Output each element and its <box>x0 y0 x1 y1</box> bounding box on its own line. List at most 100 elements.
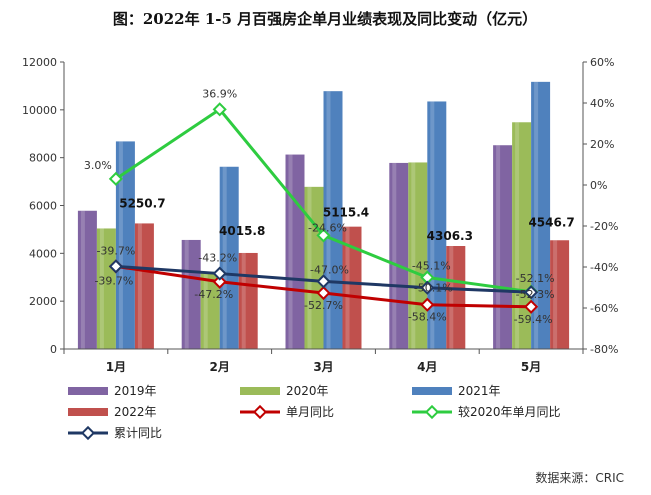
legend-label: 2019年 <box>114 384 157 398</box>
data-label-累计同比: -39.7% <box>96 244 135 257</box>
bar-highlight <box>203 271 208 349</box>
legend-label: 较2020年单月同比 <box>458 404 561 419</box>
legend-marker <box>424 404 440 420</box>
legend-item: 较2020年单月同比 <box>412 404 561 420</box>
bar-highlight <box>99 228 104 349</box>
data-label-较2020年单月同比: 3.0% <box>84 159 112 172</box>
legend-label: 2020年 <box>286 384 329 398</box>
y2-tick-label: -80% <box>590 343 618 356</box>
legend-item: 单月同比 <box>240 404 334 420</box>
bar-highlight <box>184 239 189 349</box>
legend-item: 累计同比 <box>68 425 162 441</box>
marker-单月同比-2月 <box>212 274 227 289</box>
bar-highlight <box>307 186 312 349</box>
data-label-累计同比: -50.1% <box>414 282 453 295</box>
bar-2019年-1月 <box>77 210 97 349</box>
bar-2021年-1月 <box>115 141 135 349</box>
y-tick-label: 2000 <box>29 295 57 308</box>
bar-2022年-3月 <box>342 226 362 349</box>
y-tick-label: 8000 <box>29 152 57 165</box>
marker-较2020年单月同比-1月 <box>108 171 123 186</box>
legend-swatch <box>240 387 280 395</box>
bar-highlight <box>241 252 246 349</box>
data-label-累计同比: -47.0% <box>310 263 349 276</box>
y-tick-label: 6000 <box>29 200 57 213</box>
legend-marker <box>252 404 268 420</box>
y-tick-label: 4000 <box>29 247 57 260</box>
data-label-累计同比: -52.3% <box>516 288 555 301</box>
bar-2019年-3月 <box>285 154 305 349</box>
bar-highlight <box>496 145 501 349</box>
legend-swatch <box>68 408 108 416</box>
legend-swatch <box>68 387 108 395</box>
y2-tick-label: 20% <box>590 138 614 151</box>
bar-highlight <box>553 240 558 349</box>
bar-highlight <box>515 122 520 350</box>
marker-单月同比-3月 <box>316 285 331 301</box>
bar-2021年-2月 <box>219 166 239 349</box>
marker-累计同比-4月 <box>420 280 435 295</box>
bar-highlight <box>345 226 350 349</box>
marker-累计同比-1月 <box>108 259 123 274</box>
bar-highlight <box>288 154 293 349</box>
y2-tick-label: 60% <box>590 56 614 69</box>
bar-2021年-5月 <box>531 81 551 349</box>
x-tick-label: 2月 <box>210 360 230 374</box>
y2-tick-label: 40% <box>590 97 614 110</box>
bar-highlight <box>222 166 227 349</box>
value-label-2022: 5250.7 <box>119 196 165 210</box>
marker-较2020年单月同比-3月 <box>316 228 331 243</box>
data-label-单月同比: -59.4% <box>514 313 553 326</box>
legend-label: 2022年 <box>114 405 157 419</box>
legend-label: 2021年 <box>458 384 501 398</box>
data-label-较2020年单月同比: -52.1% <box>516 272 555 285</box>
data-label-较2020年单月同比: -24.6% <box>308 221 347 234</box>
bar-2022年-5月 <box>550 240 570 349</box>
value-label-2022: 4546.7 <box>528 215 574 229</box>
y-tick-label: 10000 <box>22 104 57 117</box>
legend-marker <box>80 425 96 441</box>
bar-2020年-1月 <box>96 228 116 349</box>
bar-2020年-2月 <box>200 271 220 349</box>
bar-highlight <box>534 81 539 349</box>
y2-tick-label: 0% <box>590 179 607 192</box>
bar-2022年-1月 <box>134 223 154 349</box>
value-label-2022: 4015.8 <box>219 224 265 238</box>
bar-highlight <box>326 91 331 349</box>
bar-highlight <box>80 210 85 349</box>
value-label-2022: 5115.4 <box>323 206 369 220</box>
bar-highlight <box>392 162 397 349</box>
marker-较2020年单月同比-4月 <box>420 270 435 285</box>
y2-tick-label: -40% <box>590 261 618 274</box>
y-tick-label: 12000 <box>22 56 57 69</box>
marker-累计同比-2月 <box>212 266 227 281</box>
bar-highlight <box>118 141 123 349</box>
data-label-单月同比: -52.7% <box>304 299 343 312</box>
data-label-单月同比: -58.4% <box>408 311 447 324</box>
bar-2019年-5月 <box>493 145 513 349</box>
x-tick-label: 4月 <box>417 360 437 374</box>
x-tick-label: 5月 <box>521 360 541 374</box>
x-tick-label: 3月 <box>313 360 333 374</box>
data-label-累计同比: -43.2% <box>198 252 237 265</box>
data-label-单月同比: -47.2% <box>194 288 233 301</box>
bar-highlight <box>137 223 142 349</box>
legend-item: 2021年 <box>412 384 501 398</box>
marker-累计同比-5月 <box>524 285 539 300</box>
legend-item: 2022年 <box>68 405 157 419</box>
bar-2019年-2月 <box>181 239 201 349</box>
legend-label: 单月同比 <box>286 405 334 419</box>
bar-2022年-4月 <box>446 246 466 349</box>
bar-highlight <box>449 246 454 349</box>
legend-label: 累计同比 <box>114 426 162 440</box>
y2-tick-label: -60% <box>590 302 618 315</box>
bar-2019年-4月 <box>389 162 409 349</box>
marker-单月同比-4月 <box>420 297 435 312</box>
data-label-较2020年单月同比: -45.1% <box>412 259 451 272</box>
x-tick-label: 1月 <box>106 360 126 374</box>
bar-highlight <box>411 162 416 349</box>
data-label-单月同比: -39.7% <box>94 274 133 287</box>
bar-2021年-3月 <box>323 91 343 349</box>
bar-highlight <box>430 101 435 350</box>
